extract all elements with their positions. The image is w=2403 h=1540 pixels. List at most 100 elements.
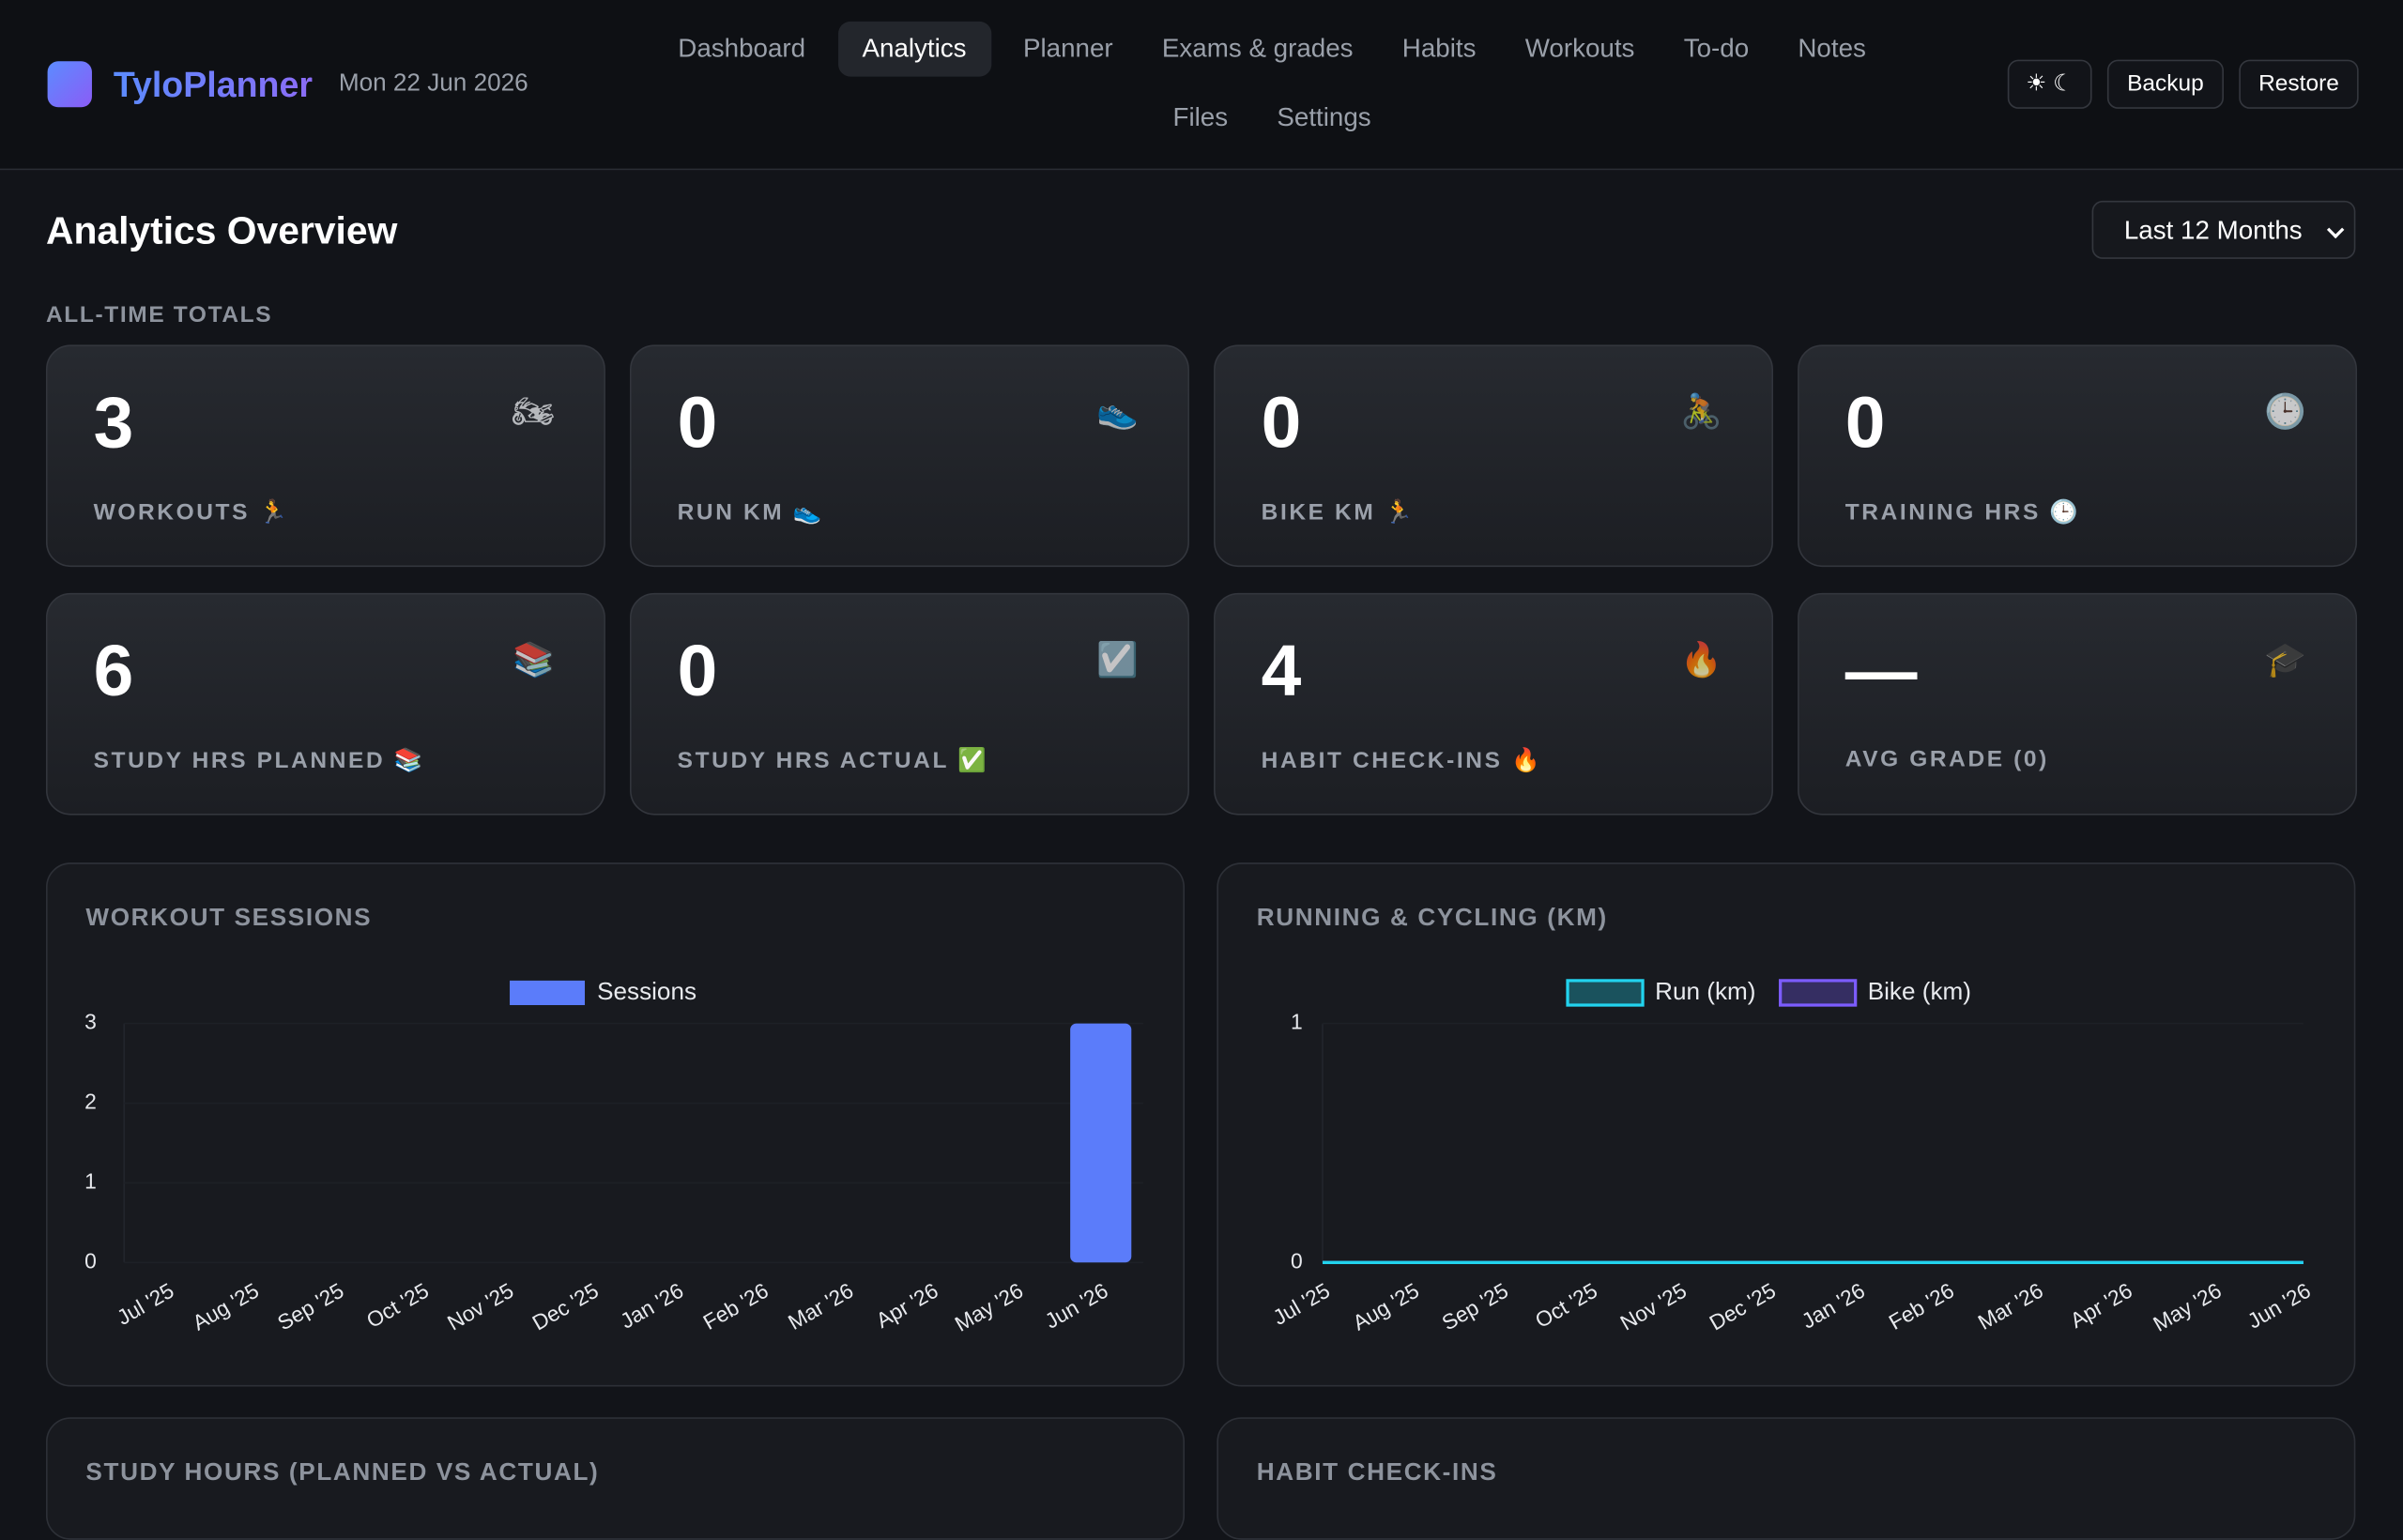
- stat-card: 3 WORKOUTS 🏃 🏍: [45, 344, 605, 568]
- page: TyloPlanner Mon 22 Jun 2026 Dashboard Ana…: [0, 0, 2403, 1502]
- x-tick-label: Jan '26: [1798, 1278, 1869, 1334]
- stat-value: 4: [1261, 630, 1302, 711]
- stat-label: WORKOUTS 🏃: [93, 499, 290, 526]
- x-tick-label: Dec '25: [1706, 1278, 1780, 1335]
- x-tick-label: Apr '26: [2066, 1278, 2136, 1333]
- nav-item[interactable]: Workouts: [1524, 33, 1635, 63]
- y-tick-label: 1: [1291, 1010, 1303, 1034]
- stat-value: 0: [1844, 381, 1886, 464]
- date: Mon 22 Jun 2026: [338, 70, 528, 97]
- x-tick-label: Dec '25: [528, 1278, 602, 1335]
- stat-value: 0: [677, 630, 718, 711]
- legend-swatch: [1566, 979, 1645, 1007]
- y-tick-label: 3: [84, 1010, 97, 1034]
- x-tick-label: Sep '25: [1438, 1278, 1512, 1335]
- x-tick-label: May '26: [951, 1278, 1028, 1336]
- stat-card: 0 BIKE KM 🏃 🚴: [1214, 344, 1773, 568]
- y-tick-label: 0: [84, 1248, 97, 1273]
- y-tick-label: 2: [84, 1090, 97, 1114]
- x-tick-label: Oct '25: [1531, 1278, 1601, 1333]
- stat-value: 0: [1261, 381, 1302, 464]
- x-tick-label: Feb '26: [1885, 1278, 1958, 1334]
- stat-icon: ☑️: [1096, 640, 1140, 679]
- stat-value: 6: [93, 630, 134, 711]
- chart-title: RUNNING & CYCLING (KM): [1256, 905, 1608, 932]
- x-tick-label: Oct '25: [362, 1278, 433, 1333]
- bar: [1070, 1023, 1132, 1263]
- app-name: TyloPlanner: [113, 64, 313, 105]
- x-tick-label: Jun '26: [1041, 1278, 1112, 1334]
- stat-card: 0 RUN KM 👟 👟: [630, 344, 1189, 568]
- panel-title: STUDY HOURS (PLANNED VS ACTUAL): [85, 1459, 600, 1487]
- x-tick-label: Jul '25: [113, 1278, 178, 1330]
- theme-toggle[interactable]: ☀ ☾: [2007, 59, 2092, 109]
- backup-button[interactable]: Backup: [2106, 59, 2224, 109]
- logo: [47, 61, 92, 108]
- x-tick-label: Jun '26: [2243, 1278, 2315, 1334]
- legend-label: Run (km): [1655, 977, 1755, 1005]
- stat-icon: 👟: [1096, 391, 1140, 431]
- nav-item[interactable]: Notes: [1798, 33, 1866, 63]
- page-title: Analytics Overview: [45, 209, 398, 253]
- x-tick-label: Jan '26: [616, 1278, 687, 1334]
- x-tick-label: Nov '25: [443, 1278, 517, 1335]
- stat-card: 0 STUDY HRS ACTUAL ✅ ☑️: [630, 592, 1189, 816]
- stat-label: HABIT CHECK-INS 🔥: [1261, 747, 1543, 774]
- y-tick-label: 0: [1291, 1248, 1303, 1273]
- x-tick-label: May '26: [2149, 1278, 2226, 1336]
- stat-icon: 🚴: [1680, 391, 1723, 431]
- panel-title: HABIT CHECK-INS: [1256, 1459, 1498, 1487]
- x-tick-label: Mar '26: [784, 1278, 857, 1334]
- stat-label: STUDY HRS PLANNED 📚: [93, 747, 425, 774]
- nav-item[interactable]: Analytics: [837, 21, 991, 77]
- restore-button[interactable]: Restore: [2239, 59, 2359, 109]
- y-tick-label: 1: [84, 1168, 97, 1193]
- nav-item[interactable]: To-do: [1683, 33, 1750, 63]
- stat-card: 4 HABIT CHECK-INS 🔥 🔥: [1214, 592, 1773, 816]
- chart: Run (km) Bike (km) 0 1 Jul '25 Aug '25 Sep '25…: [1268, 977, 2315, 1336]
- stat-icon: 🔥: [1680, 640, 1723, 679]
- panel: STUDY HOURS (PLANNED VS ACTUAL): [45, 1417, 1186, 1540]
- stat-card: 6 STUDY HRS PLANNED 📚 📚: [45, 592, 605, 816]
- legend-label: Bike (km): [1868, 977, 1971, 1005]
- chart-panel: RUNNING & CYCLING (KM) Run (km) Bike (km) 0…: [1217, 862, 2356, 1387]
- stat-icon: 📚: [513, 640, 556, 679]
- nav: Dashboard Analytics Planner Exams & grades H…: [613, 21, 1931, 145]
- chart-title: WORKOUT SESSIONS: [85, 905, 373, 932]
- x-tick-label: Feb '26: [698, 1278, 772, 1334]
- range-select[interactable]: Last 12 Months: [2091, 200, 2356, 259]
- legend-swatch: [1779, 979, 1858, 1007]
- nav-item[interactable]: Planner: [1022, 33, 1113, 63]
- section-heading: ALL-TIME TOTALS: [45, 301, 273, 328]
- stat-icon: 🎓: [2264, 640, 2307, 679]
- x-tick-label: Apr '26: [872, 1278, 942, 1333]
- stat-value: 0: [677, 381, 718, 464]
- stat-label: TRAINING HRS 🕒: [1844, 499, 2081, 526]
- x-tick-label: Sep '25: [273, 1278, 347, 1335]
- nav-item[interactable]: Habits: [1401, 33, 1477, 63]
- chart-panel: WORKOUT SESSIONS Sessions 0 1 2 3 Jul '25 Aug '…: [45, 862, 1186, 1387]
- stat-card: 0 TRAINING HRS 🕒 🕒: [1798, 344, 2358, 568]
- x-tick-label: Nov '25: [1616, 1278, 1691, 1335]
- stat-icon: 🏍: [512, 391, 556, 431]
- legend-label: Sessions: [597, 977, 696, 1005]
- x-tick-label: Aug '25: [189, 1278, 263, 1335]
- stat-label: BIKE KM 🏃: [1261, 499, 1416, 526]
- stat-label: AVG GRADE (0): [1844, 746, 2049, 772]
- app: TyloPlanner Mon 22 Jun 2026 Dashboard Ana…: [0, 0, 2403, 1502]
- stat-value: 3: [93, 381, 134, 464]
- nav-item[interactable]: Dashboard: [678, 33, 806, 63]
- stat-label: STUDY HRS ACTUAL ✅: [677, 747, 989, 774]
- x-tick-label: Jul '25: [1268, 1278, 1334, 1330]
- header: TyloPlanner Mon 22 Jun 2026 Dashboard Ana…: [0, 0, 2403, 171]
- legend-swatch: [510, 980, 586, 1006]
- x-tick-label: Aug '25: [1349, 1278, 1423, 1335]
- stat-icon: 🕒: [2264, 391, 2307, 431]
- nav-item[interactable]: Settings: [1277, 102, 1371, 132]
- nav-item[interactable]: Exams & grades: [1161, 33, 1354, 63]
- chart: Sessions 0 1 2 3 Jul '25 Aug '25 Sep '25 Oct '25…: [84, 977, 1143, 1336]
- stat-card: — AVG GRADE (0) 🎓: [1798, 592, 2358, 816]
- stat-value: —: [1844, 630, 1918, 711]
- stat-label: RUN KM 👟: [677, 499, 824, 526]
- nav-item[interactable]: Files: [1172, 102, 1229, 132]
